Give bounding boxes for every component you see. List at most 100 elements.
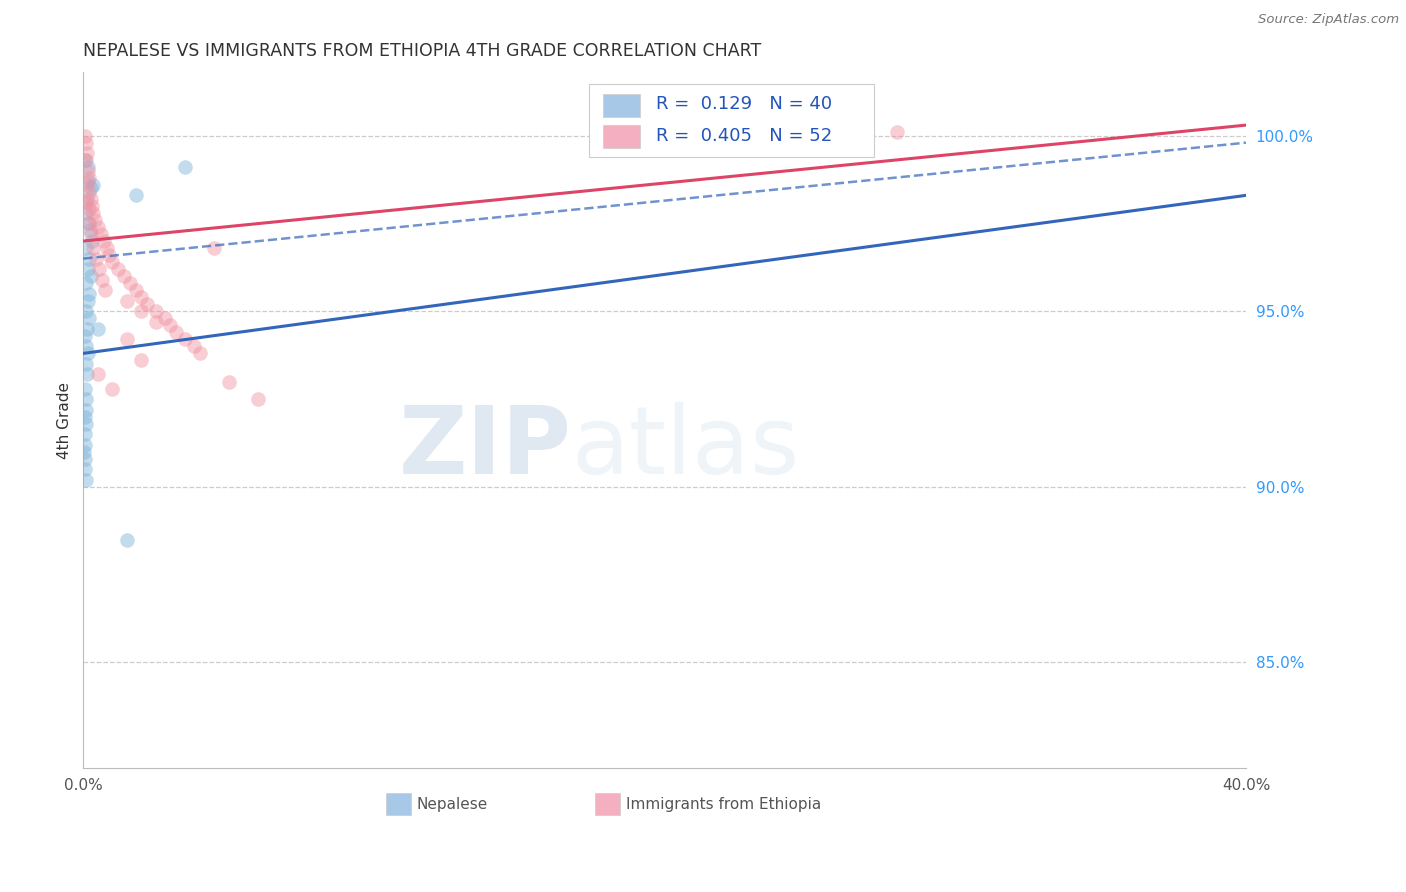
- Point: [73, 329, 96, 343]
- Point: [82, 206, 104, 220]
- Bar: [595, 793, 620, 815]
- Point: [76, 192, 98, 206]
- Point: [76, 346, 98, 360]
- Point: [107, 262, 129, 277]
- Point: [711, 132, 734, 146]
- Point: [76, 178, 98, 192]
- Point: [101, 382, 124, 396]
- Point: [77, 252, 100, 266]
- Point: [87, 368, 110, 382]
- Point: [75, 153, 97, 168]
- Point: [183, 339, 205, 353]
- Text: Immigrants from Ethiopia: Immigrants from Ethiopia: [626, 797, 821, 812]
- Point: [84, 213, 107, 227]
- Bar: [603, 125, 640, 147]
- Point: [188, 346, 211, 360]
- Point: [75, 241, 97, 255]
- Point: [93, 234, 115, 248]
- FancyBboxPatch shape: [589, 84, 875, 157]
- Point: [131, 304, 153, 318]
- Point: [145, 304, 167, 318]
- Point: [202, 241, 225, 255]
- Point: [96, 241, 118, 255]
- Text: Nepalese: Nepalese: [418, 797, 488, 812]
- Point: [75, 339, 97, 353]
- Point: [75, 402, 97, 417]
- Point: [124, 283, 146, 297]
- Point: [82, 241, 104, 255]
- Point: [131, 290, 153, 304]
- Point: [886, 125, 908, 139]
- Text: R =  0.129   N = 40: R = 0.129 N = 40: [657, 95, 832, 113]
- Point: [77, 185, 100, 199]
- Bar: [385, 793, 411, 815]
- Point: [174, 161, 197, 175]
- Point: [75, 304, 97, 318]
- Point: [86, 252, 108, 266]
- Point: [153, 311, 176, 326]
- Point: [75, 473, 97, 487]
- Point: [73, 462, 96, 476]
- Point: [87, 322, 110, 336]
- Point: [91, 273, 114, 287]
- Point: [76, 262, 98, 277]
- Point: [87, 219, 110, 234]
- Point: [145, 315, 167, 329]
- Point: [75, 392, 97, 406]
- Point: [77, 311, 100, 326]
- Point: [76, 163, 98, 178]
- Point: [75, 417, 97, 431]
- Point: [75, 357, 97, 371]
- Point: [79, 181, 101, 195]
- Point: [98, 248, 121, 262]
- Point: [75, 136, 97, 150]
- Point: [73, 409, 96, 424]
- Text: ZIP: ZIP: [399, 402, 572, 494]
- Text: Source: ZipAtlas.com: Source: ZipAtlas.com: [1258, 13, 1399, 27]
- Point: [77, 202, 100, 217]
- Text: atlas: atlas: [572, 402, 800, 494]
- Point: [73, 382, 96, 396]
- Point: [73, 444, 96, 458]
- Point: [101, 255, 124, 269]
- Point: [115, 293, 138, 308]
- Y-axis label: 4th Grade: 4th Grade: [58, 382, 72, 458]
- Point: [94, 283, 117, 297]
- Point: [218, 375, 240, 389]
- Point: [82, 178, 104, 192]
- Point: [77, 170, 100, 185]
- Point: [115, 332, 138, 346]
- Point: [76, 322, 98, 336]
- Point: [75, 195, 97, 210]
- Point: [79, 223, 101, 237]
- Point: [73, 451, 96, 466]
- Point: [76, 217, 98, 231]
- Point: [73, 128, 96, 143]
- Point: [89, 262, 111, 277]
- Point: [80, 199, 103, 213]
- Point: [80, 234, 103, 248]
- Point: [79, 269, 101, 284]
- Point: [77, 217, 100, 231]
- Point: [118, 276, 141, 290]
- Point: [246, 392, 269, 406]
- Point: [90, 227, 112, 241]
- Point: [174, 332, 197, 346]
- Point: [136, 297, 159, 311]
- Point: [165, 326, 187, 340]
- Point: [73, 438, 96, 452]
- Point: [76, 161, 98, 175]
- Point: [73, 153, 96, 168]
- Point: [124, 188, 146, 202]
- Point: [131, 353, 153, 368]
- Point: [115, 533, 138, 547]
- Point: [76, 368, 98, 382]
- Point: [75, 276, 97, 290]
- Text: NEPALESE VS IMMIGRANTS FROM ETHIOPIA 4TH GRADE CORRELATION CHART: NEPALESE VS IMMIGRANTS FROM ETHIOPIA 4TH…: [83, 42, 762, 60]
- Point: [77, 286, 100, 301]
- Point: [79, 227, 101, 241]
- Point: [79, 192, 101, 206]
- Bar: [603, 94, 640, 117]
- Point: [73, 427, 96, 442]
- Point: [76, 146, 98, 161]
